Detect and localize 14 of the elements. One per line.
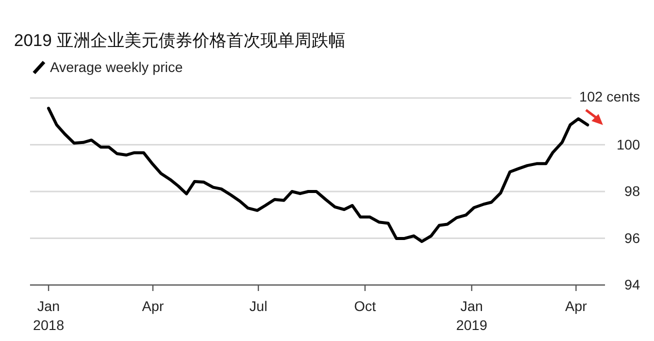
y-tick-label: 98: [624, 183, 640, 200]
chart-title: 2019 亚洲企业美元债券价格首次现单周跌幅: [14, 31, 346, 50]
x-tick-label: Jan 2018: [32, 298, 64, 333]
x-tick-label: Jul: [249, 298, 268, 314]
y-tick-label: 94: [624, 276, 640, 293]
x-tick-label: Jan 2019: [456, 298, 488, 333]
y-tick-label: 96: [624, 230, 640, 246]
legend-label: Average weekly price: [50, 59, 184, 75]
x-tick-label: Apr: [142, 298, 164, 314]
x-tick-label: Apr: [565, 298, 588, 314]
line-series: [47, 106, 590, 244]
x-tick-label: Oct: [354, 298, 376, 314]
y-tick-label: 102 cents: [579, 88, 640, 105]
y-tick-label: 100: [616, 136, 640, 152]
